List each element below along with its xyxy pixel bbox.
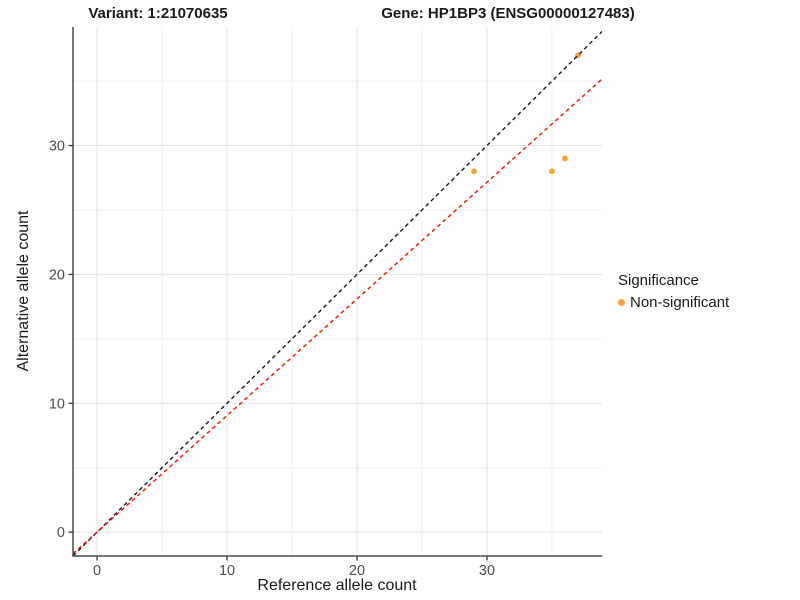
- legend-item-label: Non-significant: [630, 294, 730, 311]
- y-axis-title: Alternative allele count: [15, 210, 32, 372]
- svg-text:30: 30: [49, 139, 65, 155]
- gene-title: Gene: HP1BP3 (ENSG00000127483): [381, 5, 635, 22]
- x-axis-title: Reference allele count: [257, 577, 417, 594]
- legend: Significance Non-significant: [618, 272, 729, 311]
- legend-point-icon: [618, 299, 625, 306]
- svg-text:10: 10: [49, 396, 65, 412]
- svg-text:0: 0: [57, 525, 65, 541]
- svg-text:0: 0: [93, 563, 101, 579]
- svg-text:20: 20: [349, 563, 365, 579]
- svg-text:10: 10: [219, 563, 235, 579]
- legend-title: Significance: [618, 272, 699, 289]
- variant-title: Variant: 1:21070635: [88, 5, 228, 22]
- svg-text:20: 20: [49, 267, 65, 283]
- legend-item-non-significant: Non-significant: [618, 294, 729, 311]
- svg-text:30: 30: [479, 563, 495, 579]
